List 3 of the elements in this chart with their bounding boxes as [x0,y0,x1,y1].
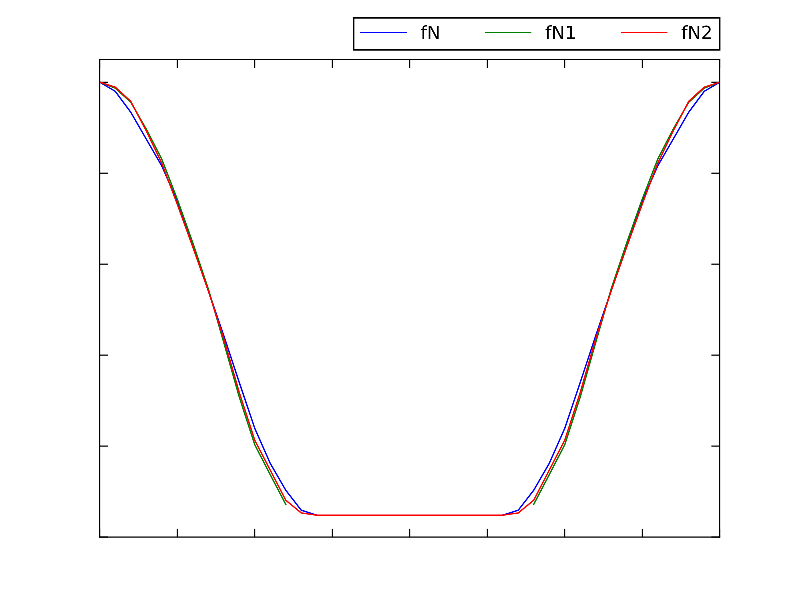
legend-label: fN [421,25,439,40]
legend-label: fN1 [546,25,576,40]
legend-label: fN2 [682,25,711,40]
